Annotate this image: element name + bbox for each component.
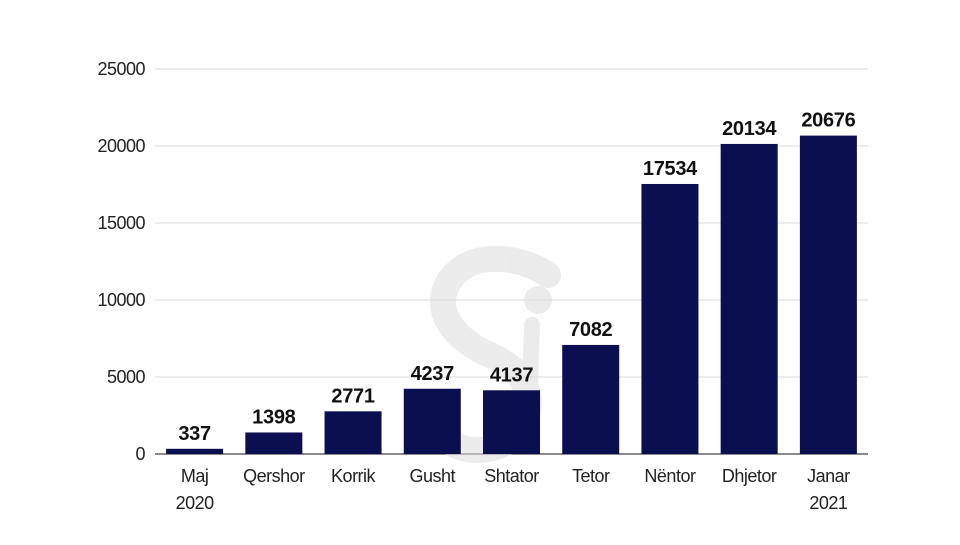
- x-tick-label: Qershor: [243, 466, 305, 486]
- y-tick-label: 20000: [97, 136, 145, 156]
- data-label: 4137: [490, 364, 533, 386]
- y-tick-label: 25000: [97, 59, 145, 79]
- x-tick-label: Korrik: [331, 466, 377, 486]
- data-label: 7082: [569, 319, 612, 341]
- x-tick-label: Janar: [807, 466, 850, 486]
- data-label: 2771: [331, 385, 374, 407]
- bar: [799, 135, 857, 454]
- bar: [483, 390, 540, 454]
- x-tick-label: Nëntor: [644, 466, 696, 486]
- y-tick-label: 10000: [97, 290, 145, 310]
- x-tick-label: Maj: [181, 466, 209, 486]
- x-tick-label: 2021: [809, 493, 848, 513]
- x-tick-label: Gusht: [410, 466, 456, 486]
- data-label: 17534: [643, 158, 698, 180]
- data-label: 20134: [722, 118, 777, 140]
- data-labels: 337 1398 2771 4237 4137 7082 17534 20134 20676: [178, 110, 856, 445]
- data-label: 20676: [801, 110, 855, 132]
- x-tick-label: Shtator: [484, 466, 539, 486]
- bar: [245, 432, 303, 454]
- y-tick-label: 5000: [107, 367, 146, 387]
- data-label: 4237: [411, 363, 454, 385]
- y-axis: 0 5000 10000 15000 20000 25000: [97, 59, 146, 464]
- x-tick-label: Tetor: [572, 466, 610, 486]
- x-tick-label: Dhjetor: [722, 466, 777, 486]
- bar: [166, 448, 224, 454]
- bar: [324, 411, 382, 454]
- bar: [720, 143, 778, 454]
- bar: [641, 183, 699, 455]
- y-tick-label: 15000: [97, 213, 145, 233]
- y-tick-label: 0: [135, 444, 145, 464]
- x-tick-label: 2020: [176, 493, 215, 513]
- data-label: 337: [178, 423, 211, 445]
- bar: [403, 388, 461, 454]
- bars: [166, 135, 857, 455]
- x-axis: Maj 2020 Qershor Korrik Gusht Shtator Tetor Nën…: [176, 466, 851, 513]
- data-label: 1398: [252, 406, 295, 428]
- bar: [562, 344, 620, 454]
